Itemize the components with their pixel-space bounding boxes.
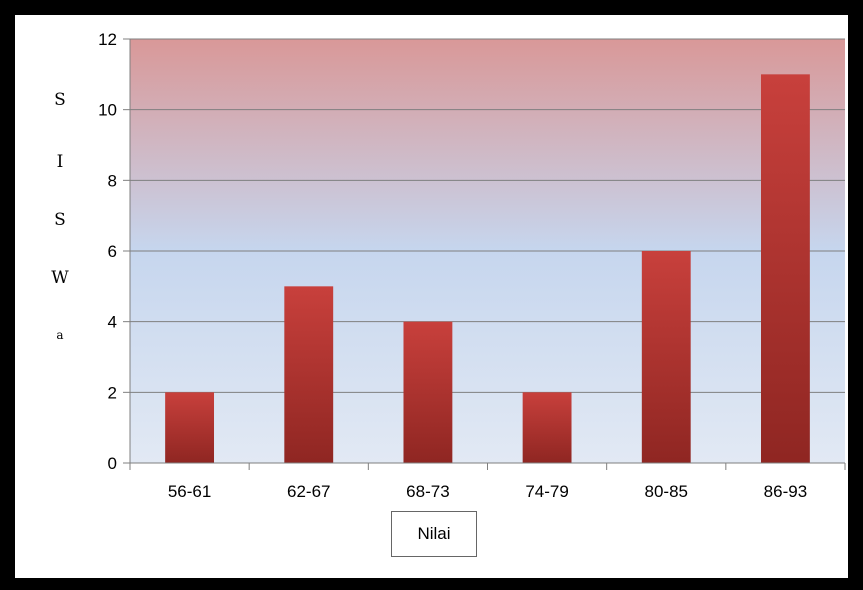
y-axis-label-letter: I (57, 152, 64, 172)
y-axis-label-letter: W (51, 268, 69, 288)
y-tick-label: 4 (108, 313, 117, 332)
x-tick-label: 68-73 (406, 482, 449, 501)
y-tick-label: 8 (108, 171, 117, 190)
y-tick-label: 0 (108, 454, 117, 473)
x-tick-label: 62-67 (287, 482, 330, 501)
x-tick-label: 74-79 (525, 482, 568, 501)
chart-canvas: 0 2 4 6 8 10 12 56-61 62-67 68-73 74-79 80-85 86-93… (15, 15, 848, 578)
bar-74-79 (522, 392, 572, 463)
x-tick-labels: 56-61 62-67 68-73 74-79 80-85 86-93 (168, 482, 807, 501)
x-axis-label: Nilai (391, 511, 477, 557)
bar-chart: 0 2 4 6 8 10 12 56-61 62-67 68-73 74-79 80-85 86-93… (51, 30, 846, 501)
bar-80-85 (641, 251, 691, 463)
y-axis-label: S I S Wa (51, 90, 69, 342)
bar-62-67 (284, 286, 334, 463)
y-axis-label-letter: S (54, 210, 66, 230)
bar-86-93 (760, 74, 810, 464)
x-tick-label: 56-61 (168, 482, 211, 501)
y-axis-label-letter: a (56, 328, 63, 342)
x-tick-label: 86-93 (764, 482, 807, 501)
y-tick-labels: 0 2 4 6 8 10 12 (98, 30, 117, 473)
y-tick-label: 12 (98, 30, 117, 49)
bar-56-61 (165, 392, 215, 463)
gridlines (130, 38, 845, 393)
y-tick-label: 6 (108, 242, 117, 261)
y-tick-label: 2 (108, 383, 117, 402)
y-tick-label: 10 (98, 101, 117, 120)
axes (123, 38, 846, 470)
y-axis-label-letter: S (54, 90, 66, 110)
bar-68-73 (403, 321, 453, 463)
x-tick-label: 80-85 (645, 482, 688, 501)
bars (165, 74, 810, 464)
